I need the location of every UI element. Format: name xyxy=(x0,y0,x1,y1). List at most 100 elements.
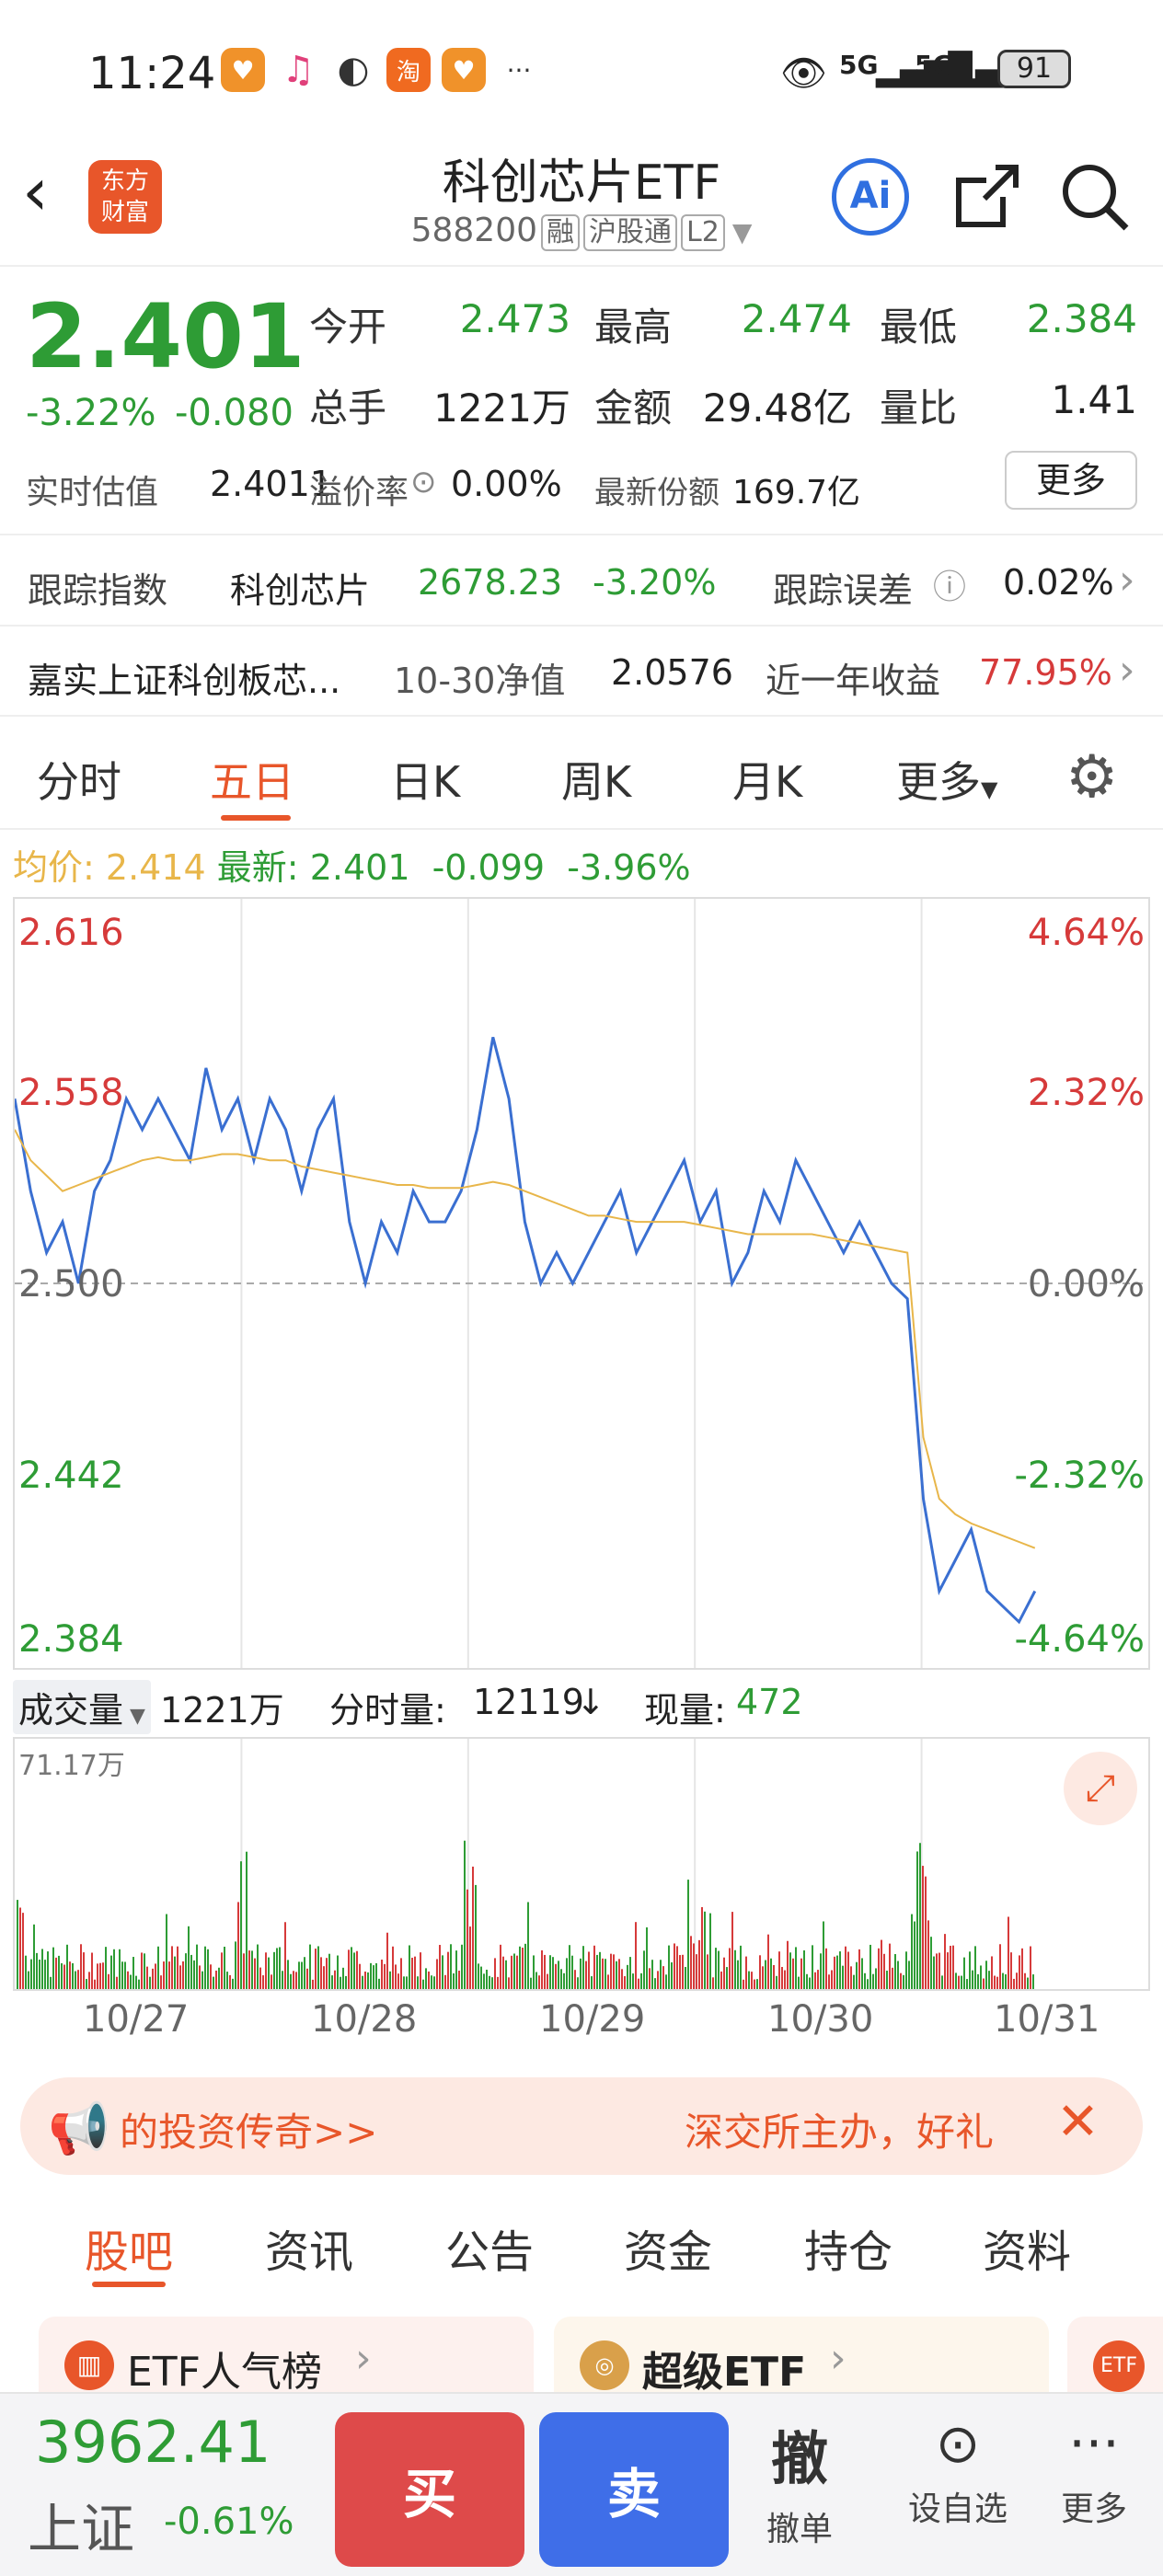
connect-tag: 沪股通 xyxy=(583,214,678,251)
volume-bar xyxy=(682,1954,684,1989)
cancel-order-button[interactable]: 撤 撤单 xyxy=(740,2412,859,2550)
buy-button[interactable]: 买 xyxy=(335,2412,524,2567)
volume-bar xyxy=(207,1949,209,1989)
volume-bar xyxy=(687,1880,689,1989)
volume-bar xyxy=(858,1949,860,1989)
volume-selector[interactable]: 成交量 ▼ xyxy=(13,1680,151,1734)
search-icon[interactable] xyxy=(1058,160,1132,234)
ai-assistant-icon[interactable]: Ai xyxy=(832,158,909,236)
volume-bar xyxy=(497,1976,499,1989)
volume-bar xyxy=(461,1944,463,1989)
volume-bar xyxy=(649,1968,651,1989)
tab-news[interactable]: 资讯 xyxy=(265,2226,354,2278)
promo-card-super-etf[interactable]: ◎ 超级ETF › xyxy=(554,2317,1049,2392)
volume-bar xyxy=(392,1946,394,1989)
volume-bar xyxy=(442,1955,443,1989)
tab-announcements[interactable]: 公告 xyxy=(445,2226,535,2278)
volume-bar xyxy=(927,1920,929,1989)
eastmoney-logo: 东方 财富 xyxy=(88,160,162,234)
share-icon[interactable] xyxy=(950,160,1023,234)
watchlist-icon: ⊙ xyxy=(935,2412,981,2475)
volume-bar xyxy=(232,1978,234,1989)
volume-bar xyxy=(999,1944,1001,1989)
volume-bar xyxy=(823,1921,824,1989)
tab-intraday[interactable]: 分时 xyxy=(37,757,121,807)
volume-bar xyxy=(524,1943,526,1989)
latest-value: 2.401 xyxy=(309,847,410,888)
volume-bar xyxy=(1024,1972,1026,1989)
tab-monthly-k[interactable]: 月K xyxy=(732,757,803,807)
volume-bar xyxy=(83,1952,85,1989)
tab-more[interactable]: 更多▼ xyxy=(896,757,998,807)
volume-bar xyxy=(974,1946,976,1989)
volume-bar xyxy=(80,1944,82,1989)
x-label: 10/31 xyxy=(994,1998,1100,2041)
volume-max-label: 71.17万 xyxy=(18,1750,125,1782)
close-icon[interactable]: ✕ xyxy=(1056,2092,1100,2152)
back-arrow-icon[interactable]: ‹ xyxy=(22,153,49,230)
tracking-index-row[interactable]: 跟踪指数 科创芯片 2678.23 -3.20% 跟踪误差 ⓘ 0.02% › xyxy=(0,538,1163,627)
volume-bar xyxy=(679,1955,681,1989)
clock: 11:24 xyxy=(88,48,216,99)
volume-bar xyxy=(453,1972,455,1989)
tab-guba[interactable]: 股吧 xyxy=(85,2226,174,2278)
volume-bar xyxy=(831,1970,833,1989)
tab-five-day[interactable]: 五日 xyxy=(210,757,294,807)
tab-weekly-k[interactable]: 周K xyxy=(561,757,632,807)
change-value: -0.080 xyxy=(175,392,294,434)
volume-bar xyxy=(723,1957,725,1989)
volume-bar xyxy=(731,1912,733,1989)
volume-bar xyxy=(469,1926,471,1989)
volume-bar xyxy=(47,1951,49,1989)
volume-bar xyxy=(795,1947,797,1989)
more-quote-button[interactable]: 更多 xyxy=(1005,451,1137,510)
volume-bar xyxy=(627,1964,628,1989)
volume-bar xyxy=(933,1956,935,1989)
volume-bar xyxy=(55,1957,57,1989)
add-watchlist-button[interactable]: ⊙ 设自选 xyxy=(898,2412,1018,2530)
tab-holdings[interactable]: 持仓 xyxy=(804,2226,893,2278)
content-tabs: 股吧 资讯 公告 资金 持仓 资料 xyxy=(0,2190,1163,2300)
volume-bar xyxy=(171,1946,173,1989)
volume-bar xyxy=(210,1964,212,1989)
price-chart[interactable]: 2.616 2.558 2.500 2.442 2.384 4.64% 2.32… xyxy=(13,897,1150,1670)
volume-bar xyxy=(707,1954,708,1989)
active-tab-indicator xyxy=(221,815,291,821)
sell-button[interactable]: 卖 xyxy=(539,2412,729,2567)
volume-bar xyxy=(417,1976,419,1989)
fund-row[interactable]: 嘉实上证科创板芯... 10-30净值 2.0576 近一年收益 77.95% … xyxy=(0,628,1163,717)
info-icon[interactable]: ⊙ xyxy=(410,464,437,500)
high-label: 最高 xyxy=(594,305,673,350)
dropdown-icon[interactable]: ▼ xyxy=(731,217,753,247)
volume-bar xyxy=(113,1949,115,1989)
volume-chart[interactable]: 71.17万 ⤢ xyxy=(13,1737,1150,1991)
settings-gear-icon[interactable]: ⚙ xyxy=(1065,743,1119,811)
more-button[interactable]: ··· 更多 xyxy=(1034,2412,1154,2530)
volume-bar xyxy=(135,1975,137,1989)
volume-bar xyxy=(353,1952,355,1989)
tab-profile[interactable]: 资料 xyxy=(983,2226,1072,2278)
volume-bar xyxy=(776,1975,777,1989)
help-icon[interactable]: ⓘ xyxy=(933,569,967,606)
volume-bar xyxy=(787,1940,789,1989)
nav-label: 10-30净值 xyxy=(394,661,566,701)
more-dots-icon: ··· xyxy=(1068,2412,1120,2475)
volume-bar xyxy=(850,1966,852,1989)
volume-bar xyxy=(182,1961,184,1989)
latest-change: -0.099 xyxy=(432,847,546,888)
tab-funds[interactable]: 资金 xyxy=(624,2226,713,2278)
volume-bar xyxy=(867,1979,869,1989)
volume-bar xyxy=(765,1960,766,1989)
amount-label: 金额 xyxy=(594,385,673,431)
tab-daily-k[interactable]: 日K xyxy=(390,757,461,807)
volume-bar xyxy=(919,1843,921,1989)
volume-bar xyxy=(903,1974,904,1989)
megaphone-icon: 📢 xyxy=(48,2099,110,2157)
expand-icon[interactable]: ⤢ xyxy=(1064,1752,1137,1825)
promo-card-etf-rank[interactable]: ▥ ETF人气榜 › xyxy=(39,2317,534,2392)
error-label: 跟踪误差 xyxy=(773,570,914,611)
volume-bar xyxy=(767,1934,769,1989)
index-quote-value[interactable]: 3962.41 xyxy=(35,2409,271,2476)
promo-card-more[interactable]: ETF xyxy=(1067,2317,1163,2392)
ad-banner[interactable]: 📢 的投资传奇>> 深交所主办，好礼 ✕ xyxy=(20,2077,1143,2175)
